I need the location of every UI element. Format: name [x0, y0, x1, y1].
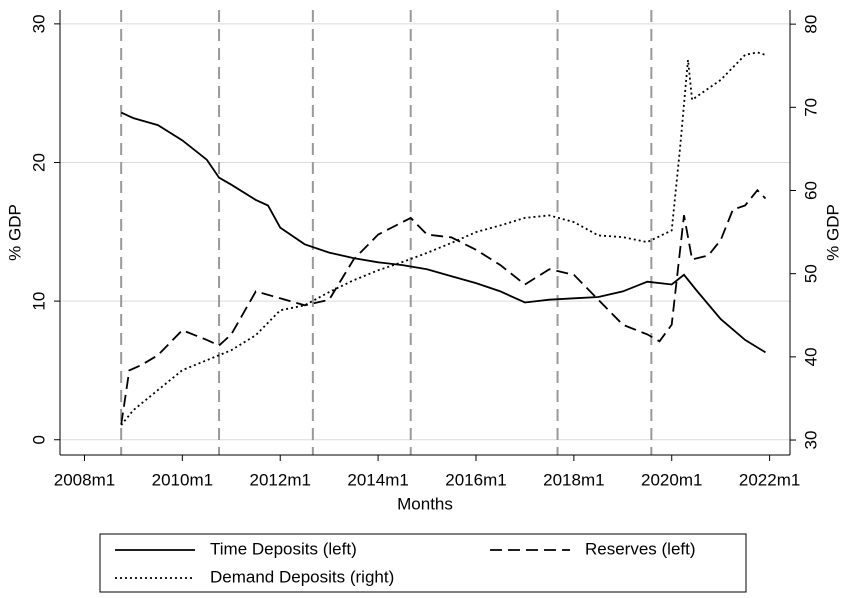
legend-label: Demand Deposits (right) — [210, 567, 394, 586]
legend-label: Reserves (left) — [585, 539, 696, 558]
x-tick-label: 2012m1 — [250, 470, 311, 489]
y2-tick-label: 60 — [801, 181, 820, 200]
x-tick-label: 2016m1 — [445, 470, 506, 489]
x-tick-label: 2010m1 — [152, 470, 213, 489]
y2-axis-label: % GDP — [823, 204, 842, 261]
series-line — [120, 111, 766, 354]
x-tick-label: 2020m1 — [641, 470, 702, 489]
x-tick-label: 2018m1 — [543, 470, 604, 489]
legend-label: Time Deposits (left) — [210, 539, 357, 558]
y2-tick-label: 40 — [801, 347, 820, 366]
y2-tick-label: 70 — [801, 98, 820, 117]
y2-tick-label: 30 — [801, 431, 820, 450]
series-line — [120, 188, 767, 425]
y2-tick-label: 80 — [801, 15, 820, 34]
x-tick-label: 2022m1 — [739, 470, 800, 489]
series-line — [120, 51, 766, 426]
legend-box — [99, 533, 747, 593]
y-tick-label: 0 — [29, 435, 48, 444]
y2-tick-label: 50 — [801, 264, 820, 283]
x-axis-label: Months — [397, 494, 453, 513]
y-tick-label: 20 — [29, 153, 48, 172]
x-tick-label: 2014m1 — [347, 470, 408, 489]
y-tick-label: 30 — [29, 14, 48, 33]
y-axis-label: % GDP — [5, 204, 24, 261]
x-tick-label: 2008m1 — [54, 470, 115, 489]
y-tick-label: 10 — [29, 292, 48, 311]
